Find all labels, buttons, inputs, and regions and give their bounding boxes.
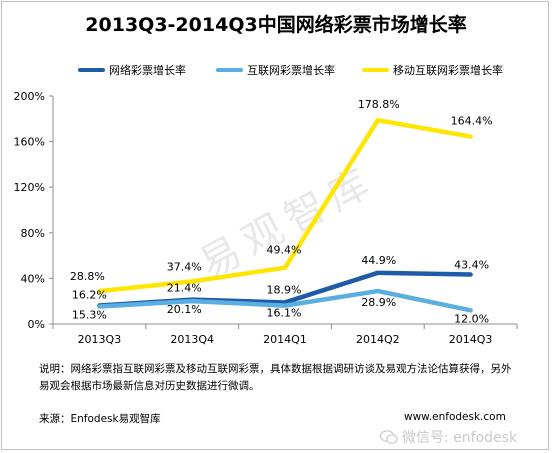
data-label-network: 21.4% — [167, 282, 202, 295]
legend-item-mobile: 移动互联网彩票增长率 — [362, 62, 503, 78]
weixin-label: 微信号: enfodesk — [402, 430, 518, 446]
x-tick-label: 2013Q4 — [170, 333, 214, 346]
y-tick-label: 0% — [28, 318, 45, 331]
data-label-network: 18.9% — [267, 283, 302, 296]
data-label-mobile: 49.4% — [267, 244, 302, 257]
data-point-mobile — [376, 118, 380, 122]
data-label-internet: 12.0% — [454, 312, 489, 325]
data-point-mobile — [469, 135, 473, 139]
data-point-internet — [469, 308, 473, 312]
legend-label-mobile: 移动互联网彩票增长率 — [393, 64, 503, 77]
y-tick-label: 40% — [21, 272, 45, 285]
data-label-mobile: 28.8% — [70, 270, 105, 283]
data-label-network: 16.2% — [72, 289, 107, 302]
data-point-internet — [376, 289, 380, 293]
data-point-mobile — [97, 289, 101, 293]
data-label-internet: 28.9% — [361, 296, 396, 309]
data-point-internet — [283, 304, 287, 308]
data-point-network — [376, 271, 380, 275]
data-point-network — [283, 300, 287, 304]
line-chart: 0% 40% 80% 120% 160% 200% 2013Q3 2013Q4 2014Q1 20… — [14, 90, 518, 346]
data-point-mobile — [190, 279, 194, 283]
legend-item-network: 网络彩票增长率 — [78, 62, 186, 78]
series-line-mobile — [97, 117, 473, 294]
x-tick-label: 2013Q3 — [78, 333, 122, 346]
legend-label-internet: 互联网彩票增长率 — [247, 64, 335, 77]
weixin-account: 微信号: enfodesk — [380, 427, 517, 447]
legend-swatch-mobile — [362, 68, 389, 72]
wechat-icon — [380, 430, 398, 444]
website-link[interactable]: www.enfodesk.com — [404, 411, 506, 423]
y-tick-label: 160% — [14, 136, 45, 149]
y-tick-label: 200% — [14, 90, 45, 103]
x-tick-label: 2014Q2 — [356, 333, 400, 346]
x-tick-label: 2014Q3 — [449, 333, 493, 346]
legend-swatch-network — [78, 68, 105, 72]
chart-note: 说明：网络彩票指互联网彩票及移动互联网彩票，具体数据根据调研访谈及易观方法论估算… — [39, 363, 512, 392]
data-label-mobile: 178.8% — [358, 98, 400, 111]
legend-swatch-internet — [216, 68, 243, 72]
data-label-mobile: 37.4% — [167, 260, 202, 273]
chart-source: 来源：Enfodesk易观智库 — [39, 413, 161, 425]
x-tick-label: 2014Q1 — [263, 333, 307, 346]
data-point-internet — [190, 299, 194, 303]
data-point-network — [469, 273, 473, 277]
data-label-network: 44.9% — [361, 254, 396, 267]
chart-title: 2013Q3-2014Q3中国网络彩票市场增长率 — [85, 14, 467, 36]
data-label-internet: 15.3% — [72, 309, 107, 322]
data-point-mobile — [283, 266, 287, 270]
data-point-internet — [97, 305, 101, 309]
legend-item-internet: 互联网彩票增长率 — [216, 62, 335, 78]
y-tick-label: 120% — [14, 181, 45, 194]
data-label-mobile: 164.4% — [451, 115, 493, 128]
y-tick-label: 80% — [21, 227, 45, 240]
data-label-internet: 16.1% — [267, 307, 302, 320]
legend-label-network: 网络彩票增长率 — [109, 64, 186, 77]
data-label-network: 43.4% — [454, 259, 489, 272]
data-label-internet: 20.1% — [167, 303, 202, 316]
